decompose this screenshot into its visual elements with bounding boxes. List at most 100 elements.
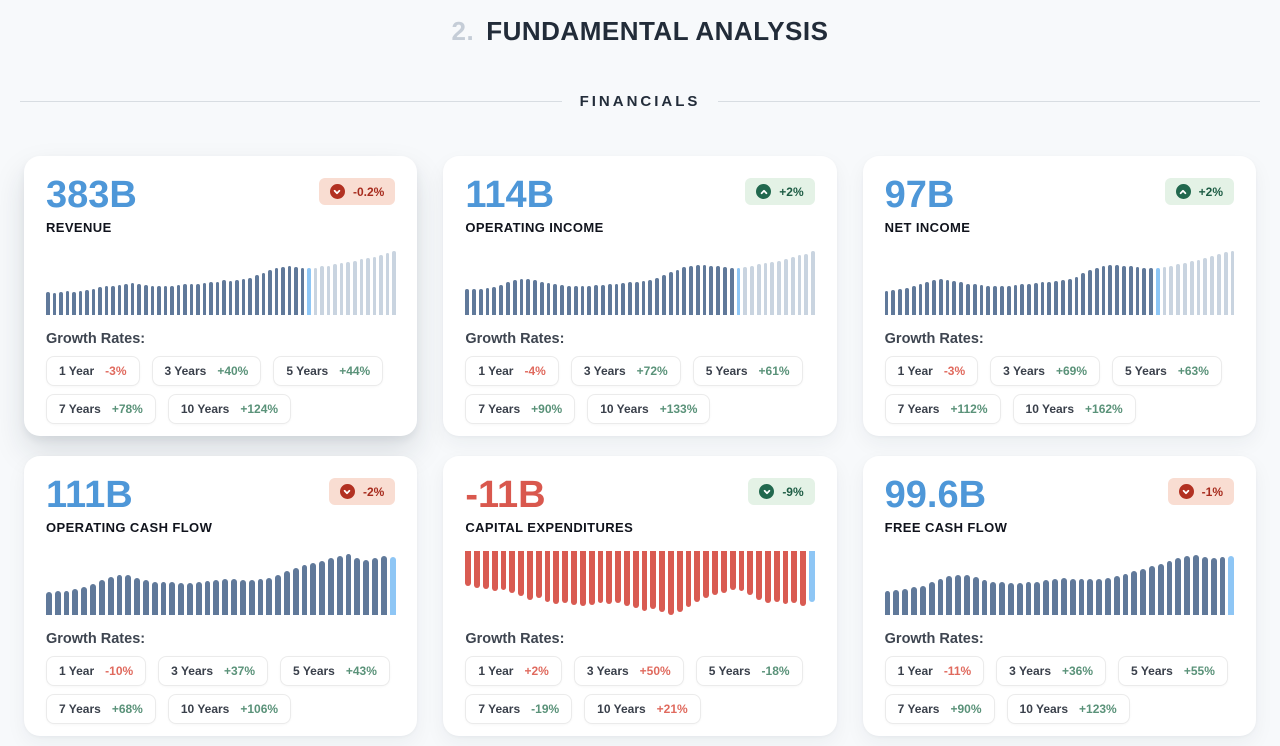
chart-bar: [621, 283, 626, 315]
chart-bar: [972, 577, 979, 615]
chart-bar: [117, 284, 122, 315]
chart-bar: [346, 261, 350, 315]
trend-badge-value: -2%: [362, 484, 385, 499]
bar-chart: [884, 251, 1235, 315]
trend-badge: +2%: [1164, 178, 1234, 205]
growth-rate-pill: 7 Years +68%: [46, 694, 156, 724]
metric-value: -11B: [465, 474, 546, 516]
chart-bar: [553, 284, 558, 315]
chart-bar: [659, 551, 666, 613]
chart-bar: [150, 285, 155, 315]
chart-bar: [675, 269, 680, 315]
metric-block: 99.6B FREE CASH FLOW: [885, 476, 1008, 535]
chart-bar: [527, 551, 533, 600]
growth-rates-list: 1 Year -4% 3 Years +72% 5 Years +61% 7 Years +9…: [465, 356, 814, 424]
chart-bar: [294, 267, 298, 315]
chart-bar: [107, 576, 114, 615]
metric-label: REVENUE: [46, 220, 112, 235]
growth-period-label: 7 Years: [478, 702, 521, 716]
chart-bar: [1149, 566, 1155, 615]
growth-period-label: 7 Years: [59, 702, 101, 716]
chart-bar: [884, 290, 889, 315]
chart-bar: [170, 285, 174, 315]
chart-bar: [1223, 252, 1228, 315]
chart-bar: [952, 281, 957, 315]
chart-bar: [1203, 258, 1208, 315]
chart-bar: [641, 281, 646, 315]
chart-bar: [955, 574, 961, 615]
chart-bar: [1047, 281, 1052, 315]
chart-bar: [1149, 268, 1153, 315]
growth-rate-pill: 10 Years +124%: [167, 394, 292, 424]
growth-rates-title: Growth Rates:: [46, 631, 146, 647]
metric-card-operating-income: 114B OPERATING INCOME +2% Growth Rates: …: [443, 156, 837, 436]
chart-bar: [275, 575, 281, 615]
chart-bar: [579, 551, 586, 607]
growth-rate-value: +68%: [111, 702, 143, 716]
chart-bar: [143, 284, 148, 315]
growth-rates-list: 1 Year -11% 3 Years +36% 5 Years +55% 7 Years +…: [884, 656, 1234, 724]
card-header: 99.6B FREE CASH FLOW -1%: [885, 476, 1234, 535]
metric-value: 111B: [46, 474, 133, 516]
chart-bar: [1074, 276, 1079, 315]
growth-rate-value: +50%: [639, 664, 671, 678]
chart-bar: [702, 265, 707, 315]
growth-period-label: 5 Years: [1131, 664, 1173, 678]
growth-period-label: 5 Years: [286, 364, 329, 378]
chart-bar: [130, 283, 135, 315]
chart-bar: [938, 279, 943, 315]
chart-bar: [137, 284, 141, 315]
growth-period-label: 7 Years: [59, 402, 101, 416]
chart-bar: [600, 284, 605, 315]
chart-bar: [966, 283, 970, 315]
chart-bar: [1140, 568, 1147, 615]
chart-bar: [72, 291, 76, 315]
growth-rate-pill: 1 Year -4%: [465, 356, 559, 386]
trend-badge: -1%: [1167, 478, 1234, 505]
chart-bar: [1228, 556, 1235, 615]
chart-bar: [797, 255, 802, 315]
cards-grid: 383B REVENUE -0.2% Growth Rates: 1 Year -…: [24, 156, 1256, 736]
chart-bar: [544, 551, 551, 602]
chart-bar: [655, 277, 659, 315]
chart-bar: [1216, 254, 1221, 315]
chart-bar: [268, 270, 272, 315]
growth-rate-value: +90%: [531, 402, 563, 416]
chart-bar: [614, 283, 619, 315]
chart-bar: [959, 282, 964, 315]
chart-bar: [209, 282, 213, 315]
chart-bar: [54, 591, 61, 615]
growth-period-label: 3 Years: [586, 664, 629, 678]
growth-rate-value: +124%: [240, 402, 279, 416]
trend-badge-value: -1%: [1201, 484, 1223, 499]
divider-line: [718, 101, 1261, 102]
chart-bar: [990, 581, 997, 615]
growth-rate-pill: 10 Years +123%: [1006, 694, 1130, 724]
chart-bar: [160, 582, 167, 615]
growth-period-label: 1 Year: [59, 664, 95, 678]
chart-bar: [235, 279, 239, 315]
chart-bar: [261, 272, 266, 315]
growth-rate-value: +90%: [950, 702, 982, 716]
chart-bar: [588, 551, 595, 605]
growth-rates-list: 1 Year -3% 3 Years +40% 5 Years +44% 7 Years +7…: [46, 356, 395, 424]
chart-bar: [366, 258, 370, 315]
chart-bar: [90, 584, 96, 615]
chart-bar: [392, 251, 396, 315]
chart-bar: [339, 263, 344, 315]
trend-chevron-icon: [1178, 484, 1194, 499]
growth-rate-pill: 3 Years +50%: [573, 656, 684, 686]
chart-bar: [1088, 270, 1092, 315]
growth-period-label: 7 Years: [897, 702, 940, 716]
chart-bar: [281, 267, 285, 315]
chart-bar: [509, 551, 516, 594]
chart-bar: [1027, 283, 1031, 315]
growth-rate-value: +78%: [111, 402, 143, 416]
chart-bar: [59, 291, 63, 315]
chart-bar: [512, 280, 517, 315]
chart-bar: [790, 257, 795, 315]
growth-rate-value: +69%: [1055, 364, 1088, 378]
chart-bar: [333, 264, 337, 315]
chart-bar: [919, 585, 926, 615]
chart-bar: [615, 551, 621, 603]
